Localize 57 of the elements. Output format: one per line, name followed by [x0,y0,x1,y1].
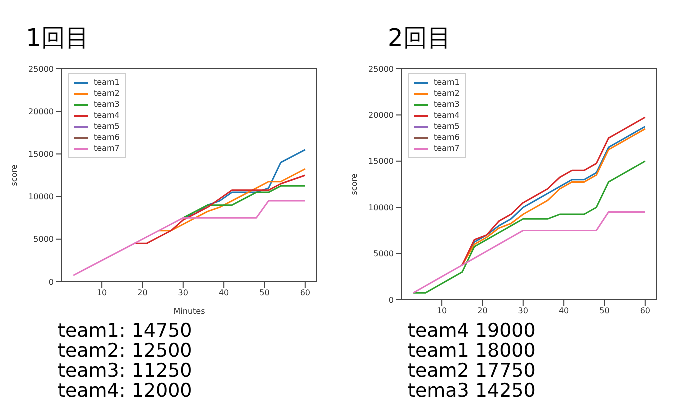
text: team4 19000 [408,320,536,342]
y-axis-title: score [10,164,19,186]
x-tick-label: 40 [558,306,570,316]
legend-label: team2 [94,88,120,99]
legend-label: team6 [434,132,460,143]
line-series [158,168,306,232]
x-axis-title: Minutes [174,307,206,316]
legend-label: team7 [94,143,120,154]
line-series [412,160,646,294]
y-tick-label: 20000 [28,107,54,116]
y-axis-title: score [350,174,359,196]
x-tick-label: 10 [96,288,108,298]
y-tick-label: 10000 [28,192,54,202]
y-tick-label: 15000 [28,150,54,160]
y-tick-label: 20000 [368,111,394,120]
y-tick-label: 5000 [374,250,394,259]
legend-label: team1 [94,77,120,88]
legend-label: team6 [94,132,120,143]
text: team2: 12500 [58,340,192,362]
x-tick-label: 10 [436,306,448,316]
x-tick-label: 20 [478,306,488,316]
legend-label: team5 [94,121,120,132]
text: tema3 14250 [408,380,536,401]
legend-label: team3 [434,99,460,110]
y-tick-label: 0 [388,296,394,305]
y-tick-label: 5000 [34,235,54,244]
y-tick-label: 25000 [28,64,54,74]
x-tick-label: 30 [518,306,528,316]
text: team2 17750 [408,360,536,382]
chart-title: 1回目 [26,23,90,54]
legend-label: team1 [434,77,460,88]
line-series [412,211,646,294]
chart-title: 2回目 [388,23,452,54]
legend-label: team7 [434,143,460,154]
legend-label: team2 [434,88,460,99]
x-tick-label: 50 [600,306,610,316]
x-tick-label: 50 [260,288,270,298]
x-tick-label: 30 [178,288,188,298]
x-tick-label: 60 [300,288,311,298]
x-tick-label: 20 [138,288,148,298]
text: team1: 14750 [58,320,192,342]
y-tick-label: 25000 [368,64,394,74]
x-tick-label: 40 [218,288,230,298]
text: team4: 12000 [58,380,192,401]
x-tick-label: 60 [640,306,651,316]
legend-label: team4 [434,110,460,121]
legend-label: team5 [434,121,460,132]
line-series [182,185,306,219]
y-tick-label: 0 [48,278,54,287]
text: team3: 11250 [58,360,192,382]
line-series [134,174,306,244]
y-tick-label: 10000 [368,203,394,212]
legend-label: team4 [94,110,120,121]
y-tick-label: 15000 [368,157,394,166]
text: team1 18000 [408,340,536,362]
line-series [72,200,306,276]
legend-label: team3 [94,99,120,110]
